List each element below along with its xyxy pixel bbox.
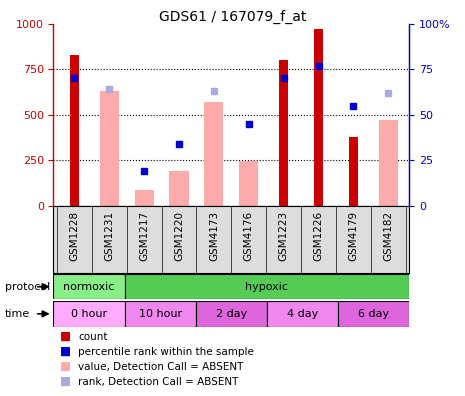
Text: hypoxic: hypoxic: [246, 282, 288, 292]
Text: 4 day: 4 day: [287, 309, 318, 319]
Text: count: count: [78, 331, 107, 342]
Text: percentile rank within the sample: percentile rank within the sample: [78, 346, 254, 357]
Text: 10 hour: 10 hour: [139, 309, 182, 319]
Text: GSM1231: GSM1231: [104, 211, 114, 261]
Text: GSM1226: GSM1226: [313, 211, 324, 261]
Text: time: time: [5, 309, 30, 319]
Text: GSM4176: GSM4176: [244, 211, 254, 261]
Bar: [53, 274, 125, 299]
Bar: [125, 274, 409, 299]
Bar: [204, 102, 224, 206]
Bar: [70, 55, 79, 206]
Text: ■: ■: [60, 375, 72, 388]
Text: 6 day: 6 day: [358, 309, 389, 319]
Bar: [338, 301, 409, 327]
Bar: [196, 301, 267, 327]
Bar: [134, 190, 154, 206]
Text: GSM1220: GSM1220: [174, 211, 184, 261]
Text: 0 hour: 0 hour: [71, 309, 107, 319]
Bar: [267, 301, 338, 327]
Bar: [125, 301, 196, 327]
Text: rank, Detection Call = ABSENT: rank, Detection Call = ABSENT: [78, 377, 239, 387]
Text: GSM1228: GSM1228: [69, 211, 80, 261]
Text: GDS61 / 167079_f_at: GDS61 / 167079_f_at: [159, 10, 306, 24]
Text: GSM1217: GSM1217: [139, 211, 149, 261]
Text: ■: ■: [60, 360, 72, 373]
Bar: [100, 91, 119, 206]
Text: GSM1223: GSM1223: [279, 211, 289, 261]
Bar: [349, 137, 358, 206]
Bar: [379, 120, 398, 206]
Bar: [53, 301, 125, 327]
Text: value, Detection Call = ABSENT: value, Detection Call = ABSENT: [78, 362, 244, 372]
Text: 2 day: 2 day: [216, 309, 247, 319]
Bar: [169, 171, 189, 206]
Text: GSM4173: GSM4173: [209, 211, 219, 261]
Bar: [239, 161, 259, 206]
Text: GSM4179: GSM4179: [348, 211, 359, 261]
Text: ■: ■: [60, 345, 72, 358]
Bar: [279, 60, 288, 206]
Bar: [314, 29, 323, 206]
Text: normoxic: normoxic: [63, 282, 115, 292]
Text: ■: ■: [60, 330, 72, 343]
Text: GSM4182: GSM4182: [383, 211, 393, 261]
Text: protocol: protocol: [5, 282, 50, 292]
